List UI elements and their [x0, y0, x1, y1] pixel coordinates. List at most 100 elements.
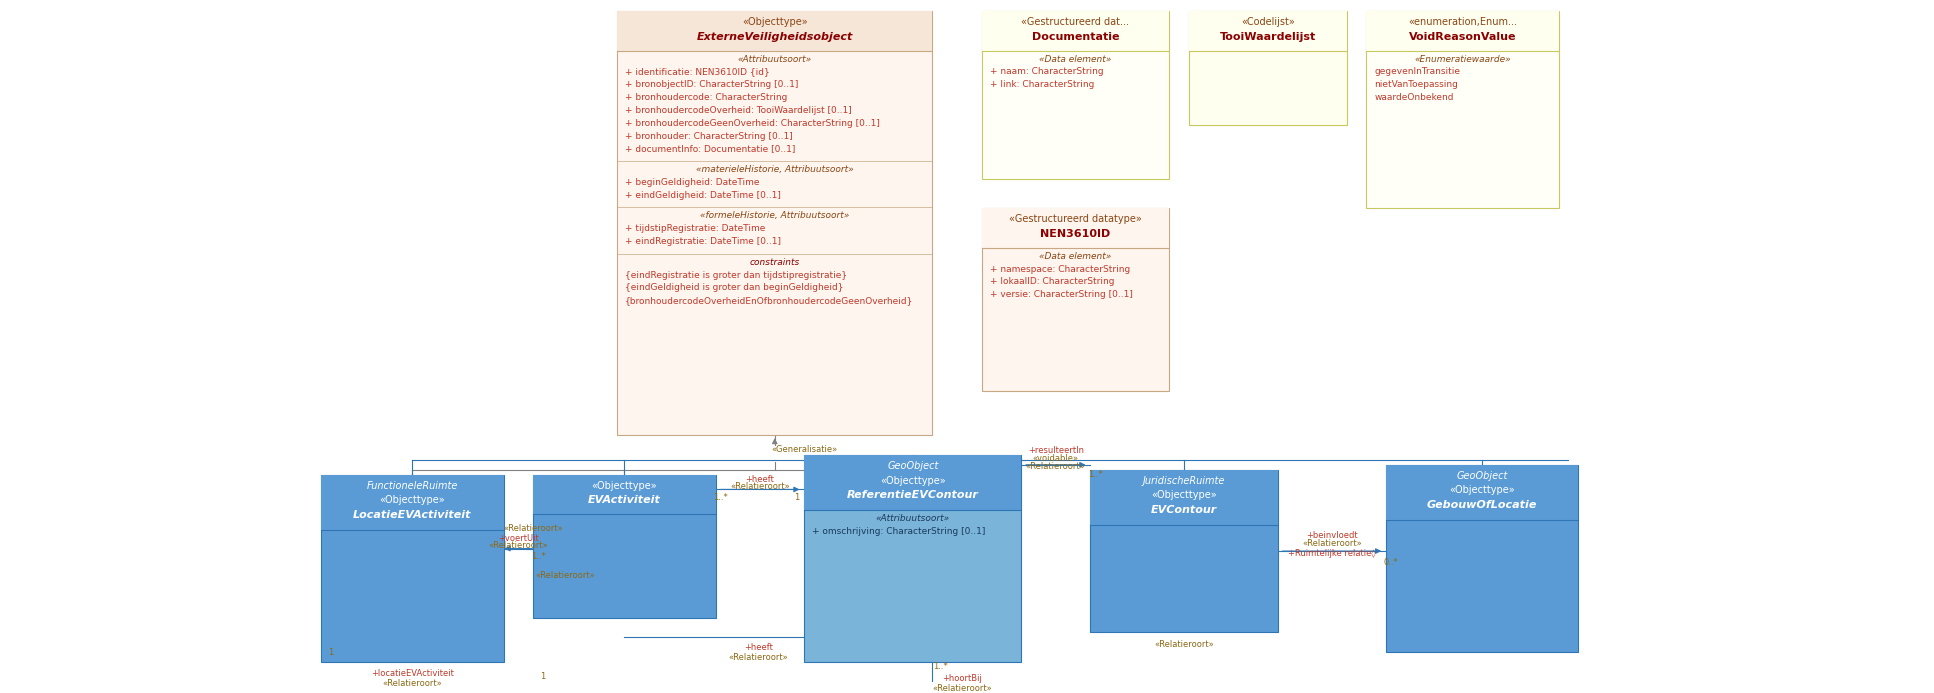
Text: constraints: constraints: [750, 258, 801, 267]
Text: GebouwOfLocatie: GebouwOfLocatie: [1427, 500, 1538, 510]
Text: NEN3610ID: NEN3610ID: [1040, 229, 1110, 239]
Bar: [1365, 11, 1559, 51]
Text: «Objecttype»: «Objecttype»: [1449, 486, 1514, 495]
Text: +heeft: +heeft: [745, 642, 774, 651]
Text: {eindRegistratie is groter dan tijdstipregistratie}: {eindRegistratie is groter dan tijdstipr…: [625, 270, 847, 279]
Bar: [1189, 11, 1346, 51]
Text: +locatieEVActiviteit: +locatieEVActiviteit: [371, 669, 454, 678]
Bar: [617, 11, 932, 51]
Text: + naam: CharacterString: + naam: CharacterString: [990, 67, 1102, 76]
Text: +hoortBij: +hoortBij: [942, 674, 982, 683]
Text: EVContour: EVContour: [1151, 505, 1216, 515]
Text: «Relatieroort»: «Relatieroort»: [932, 684, 992, 693]
Text: ReferentieEVContour: ReferentieEVContour: [847, 491, 979, 500]
Bar: [982, 11, 1170, 179]
Text: «Objecttype»: «Objecttype»: [592, 480, 658, 491]
Text: EVActiviteit: EVActiviteit: [588, 495, 661, 505]
Text: «Data element»: «Data element»: [1039, 55, 1112, 64]
Bar: [1091, 470, 1278, 525]
Text: 1: 1: [329, 648, 335, 657]
Bar: [982, 209, 1170, 248]
Bar: [534, 475, 716, 514]
Text: 1..*: 1..*: [1087, 470, 1102, 479]
Bar: [982, 11, 1170, 51]
Text: + bronhoudercodeOverheid: TooiWaardelijst [0..1]: + bronhoudercodeOverheid: TooiWaardelijs…: [625, 106, 851, 115]
Text: «Relatieroort»: «Relatieroort»: [729, 482, 789, 491]
Text: + identificatie: NEN3610ID {id}: + identificatie: NEN3610ID {id}: [625, 67, 770, 76]
Text: + bronhouder: CharacterString [0..1]: + bronhouder: CharacterString [0..1]: [625, 132, 793, 141]
Text: «Enumeratiewaarde»: «Enumeratiewaarde»: [1414, 55, 1510, 64]
Text: + omschrijving: CharacterString [0..1]: + omschrijving: CharacterString [0..1]: [812, 527, 986, 536]
Text: «Gestructureerd datatype»: «Gestructureerd datatype»: [1010, 214, 1141, 225]
Text: «Codelijst»: «Codelijst»: [1242, 17, 1294, 27]
Text: Documentatie: Documentatie: [1031, 32, 1120, 42]
Bar: [805, 455, 1021, 662]
Text: ExterneVeiligheidsobject: ExterneVeiligheidsobject: [696, 32, 853, 42]
Text: «voidable»: «voidable»: [1033, 455, 1079, 464]
Text: + tijdstipRegistratie: DateTime: + tijdstipRegistratie: DateTime: [625, 225, 766, 234]
Bar: [1365, 11, 1559, 209]
Bar: [321, 475, 503, 530]
Text: {bronhoudercodeOverheidEnOfbronhoudercodeGeenOverheid}: {bronhoudercodeOverheidEnOfbronhoudercod…: [625, 296, 913, 305]
Text: + documentInfo: Documentatie [0..1]: + documentInfo: Documentatie [0..1]: [625, 144, 795, 153]
Bar: [534, 475, 716, 617]
Text: «Relatieroort»: «Relatieroort»: [503, 525, 563, 534]
Text: «Attribuutsoort»: «Attribuutsoort»: [737, 55, 812, 64]
Text: «Relatieroort»: «Relatieroort»: [1155, 640, 1215, 649]
Text: «Objecttype»: «Objecttype»: [1151, 491, 1216, 500]
Text: GeoObject: GeoObject: [1456, 471, 1509, 481]
Text: «Relatieroort»: «Relatieroort»: [383, 679, 443, 688]
Bar: [1189, 11, 1346, 125]
Bar: [1387, 465, 1578, 652]
Text: «Relatieroort»: «Relatieroort»: [1302, 538, 1362, 547]
Text: «Objecttype»: «Objecttype»: [743, 17, 808, 27]
Text: «Attribuutsoort»: «Attribuutsoort»: [876, 514, 950, 523]
Text: +Ruimtelijke relatie◊: +Ruimtelijke relatie◊: [1288, 549, 1375, 558]
Text: gegevenInTransitie: gegevenInTransitie: [1375, 67, 1460, 76]
Text: «materieleHistorie, Attribuutsoort»: «materieleHistorie, Attribuutsoort»: [696, 165, 853, 174]
Text: 1: 1: [540, 672, 545, 681]
Bar: [321, 475, 503, 662]
Text: + link: CharacterString: + link: CharacterString: [990, 80, 1095, 89]
Text: LocatieEVActiviteit: LocatieEVActiviteit: [354, 510, 472, 520]
Text: «Relatieroort»: «Relatieroort»: [729, 653, 789, 662]
Text: + versie: CharacterString [0..1]: + versie: CharacterString [0..1]: [990, 290, 1133, 299]
Text: + beginGeldigheid: DateTime: + beginGeldigheid: DateTime: [625, 178, 760, 187]
Text: GeoObject: GeoObject: [888, 461, 938, 471]
Text: +voertUit: +voertUit: [499, 534, 540, 543]
Text: + namespace: CharacterString: + namespace: CharacterString: [990, 265, 1129, 274]
Text: «Objecttype»: «Objecttype»: [379, 495, 445, 505]
Text: «Gestructureerd dat...: «Gestructureerd dat...: [1021, 17, 1129, 27]
Text: «Objecttype»: «Objecttype»: [880, 475, 946, 486]
Text: «Relatieroort»: «Relatieroort»: [1025, 462, 1085, 471]
Text: «formeleHistorie, Attribuutsoort»: «formeleHistorie, Attribuutsoort»: [700, 211, 849, 220]
Text: «Data element»: «Data element»: [1039, 252, 1112, 261]
Text: {eindGeldigheid is groter dan beginGeldigheid}: {eindGeldigheid is groter dan beginGeldi…: [625, 283, 843, 292]
Text: «Relatieroort»: «Relatieroort»: [489, 541, 547, 550]
Text: 1: 1: [793, 493, 799, 502]
Text: TooiWaardelijst: TooiWaardelijst: [1220, 32, 1315, 42]
Bar: [1091, 470, 1278, 633]
Text: + eindGeldigheid: DateTime [0..1]: + eindGeldigheid: DateTime [0..1]: [625, 191, 781, 200]
Text: +heeft: +heeft: [745, 475, 774, 484]
Text: waardeOnbekend: waardeOnbekend: [1375, 93, 1454, 102]
Text: VoidReasonValue: VoidReasonValue: [1408, 32, 1516, 42]
Text: «Generalisatie»: «Generalisatie»: [772, 446, 837, 455]
Text: «enumeration,Enum...: «enumeration,Enum...: [1408, 17, 1516, 27]
Text: «Relatieroort»: «Relatieroort»: [536, 571, 596, 580]
Bar: [1387, 465, 1578, 520]
Text: + bronobjectID: CharacterString [0..1]: + bronobjectID: CharacterString [0..1]: [625, 80, 799, 89]
Text: + lokaalID: CharacterString: + lokaalID: CharacterString: [990, 277, 1114, 286]
Text: 1..*: 1..*: [714, 493, 727, 502]
Text: 1..*: 1..*: [530, 552, 545, 561]
Text: + bronhoudercode: CharacterString: + bronhoudercode: CharacterString: [625, 93, 787, 102]
Text: JuridischeRuimte: JuridischeRuimte: [1143, 475, 1224, 486]
Bar: [805, 455, 1021, 510]
Text: FunctioneleRuimte: FunctioneleRuimte: [367, 480, 458, 491]
Bar: [982, 209, 1170, 391]
Text: + eindRegistratie: DateTime [0..1]: + eindRegistratie: DateTime [0..1]: [625, 237, 781, 246]
Bar: [617, 11, 932, 435]
Text: 0..*: 0..*: [1383, 559, 1398, 568]
Text: 1..*: 1..*: [932, 663, 948, 672]
Text: + bronhoudercodeGeenOverheid: CharacterString [0..1]: + bronhoudercodeGeenOverheid: CharacterS…: [625, 119, 880, 128]
